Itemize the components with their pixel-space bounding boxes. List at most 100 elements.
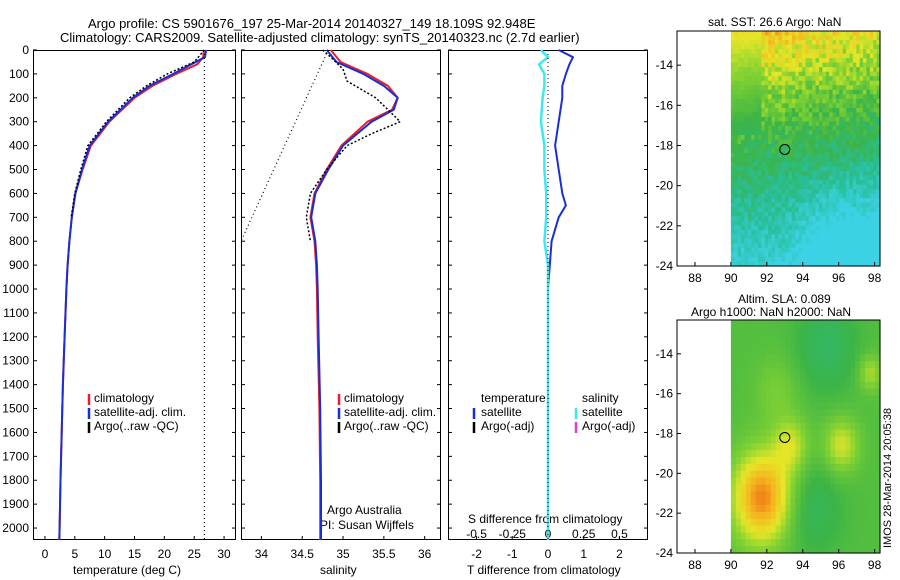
sla-map-cell — [845, 395, 851, 403]
sst-map-cell — [873, 76, 878, 82]
sst-map-cell — [873, 89, 878, 95]
sst-map-cell — [842, 261, 847, 267]
sst-map-cell — [781, 256, 786, 263]
sla-map-cell — [800, 498, 807, 506]
sla-map-cell — [740, 381, 747, 390]
sst-map-cell — [774, 238, 779, 244]
sst-map-cell — [761, 166, 766, 172]
sst-map-cell — [744, 256, 749, 263]
sst-map-cell — [795, 49, 800, 55]
sst-map-cell — [730, 62, 735, 68]
sla-map-cell — [810, 518, 816, 527]
sla-map-group — [730, 320, 881, 554]
sst-map-cell — [768, 162, 773, 168]
sst-map-cell — [835, 35, 840, 41]
sst-map-cell — [842, 107, 847, 113]
sst-map-cell — [754, 247, 759, 254]
sst-map-cell — [754, 220, 759, 226]
sla-map-cell — [825, 470, 831, 479]
sst-map-cell — [785, 31, 790, 37]
sst-map-cell — [849, 148, 854, 154]
sla-map-cell — [730, 333, 737, 342]
sst-map-cell — [819, 62, 823, 68]
sst-map-cell — [869, 130, 874, 136]
sst-map-cell — [849, 166, 854, 172]
sst-map-cell — [795, 261, 800, 267]
sst-map-cell — [798, 35, 803, 41]
sst-map-cell — [785, 80, 790, 86]
sst-map-cell — [842, 238, 847, 244]
sla-map-cell — [750, 505, 757, 513]
sla-map-cell — [875, 491, 881, 499]
sst-map-cell — [741, 98, 746, 104]
sla-map-cell — [845, 491, 851, 499]
sst-map-cell — [771, 225, 776, 231]
sla-map-cell — [810, 491, 816, 499]
sla-map-cell — [755, 409, 762, 417]
sst-map-cell — [839, 211, 844, 217]
sla-map-cell — [835, 402, 841, 410]
sst-map-cell — [805, 175, 810, 181]
sst-map-cell — [863, 40, 868, 46]
sst-map-cell — [747, 243, 752, 249]
sst-map-cell — [751, 112, 756, 118]
sla-map-cell — [740, 450, 747, 458]
sst-map-cell — [863, 89, 868, 95]
sla-map-cell — [745, 470, 752, 479]
depth-tick-label: 100 — [9, 67, 29, 81]
sst-map-cell — [795, 220, 800, 226]
sst-map-cell — [808, 134, 813, 141]
sla-map-cell — [810, 409, 816, 417]
sla-map-cell — [805, 320, 812, 328]
sla-map-cell — [830, 532, 836, 540]
sst-map-cell — [873, 166, 878, 172]
sla-map-cell — [865, 511, 871, 520]
sst-map-cell — [764, 193, 769, 199]
sst-map-cell — [852, 80, 857, 86]
sst-map-cell — [842, 234, 847, 240]
sst-map-cell — [741, 94, 746, 100]
sla-map-cell — [745, 388, 752, 396]
sst-map-cell — [859, 80, 864, 86]
sst-map-cell — [768, 193, 773, 199]
sst-map-cell — [829, 234, 834, 240]
sst-map-cell — [791, 261, 796, 267]
sla-map-cell — [810, 361, 816, 369]
sst-map-cell — [805, 80, 810, 86]
sst-map-cell — [737, 76, 742, 82]
sst-map-cell — [859, 184, 864, 190]
sla-map-cell — [790, 395, 797, 403]
sla-map-title-line2: Argo h1000: NaN h2000: NaN — [691, 305, 852, 319]
sst-map-cell — [822, 103, 827, 109]
sla-map-cell — [835, 457, 841, 465]
sst-map-cell — [764, 220, 769, 226]
sla-map-cell — [810, 484, 816, 492]
sst-map-cell — [774, 153, 779, 159]
sst-map-cell — [741, 216, 746, 222]
sst-map-cell — [873, 139, 878, 145]
sst-map-cell — [758, 134, 762, 141]
sst-map-cell — [785, 143, 790, 150]
sla-map-cell — [815, 498, 821, 506]
sst-map-cell — [863, 157, 868, 163]
sla-map-cell — [770, 347, 777, 355]
sst-map-cell — [825, 220, 830, 226]
sla-map-cell — [755, 491, 762, 499]
sst-map-cell — [741, 162, 746, 168]
sla-map-cell — [740, 354, 747, 362]
sst-map-cell — [869, 157, 874, 163]
sal-x-tick-label: 34.5 — [291, 547, 315, 561]
sla-map-cell — [820, 511, 826, 520]
sla-map-cell — [855, 470, 861, 479]
sst-map-cell — [754, 40, 759, 46]
sst-map-cell — [876, 211, 881, 217]
sst-map-cell — [771, 207, 776, 213]
sla-map-cell — [820, 402, 826, 410]
sst-map-cell — [781, 261, 786, 267]
sla-map-cell — [870, 367, 876, 376]
diff-legend-temp-satellite: satellite — [481, 405, 522, 419]
sst-map-cell — [764, 85, 769, 91]
sst-map-cell — [835, 53, 840, 59]
sla-map-cell — [845, 539, 851, 547]
sla-map-cell — [785, 361, 792, 369]
